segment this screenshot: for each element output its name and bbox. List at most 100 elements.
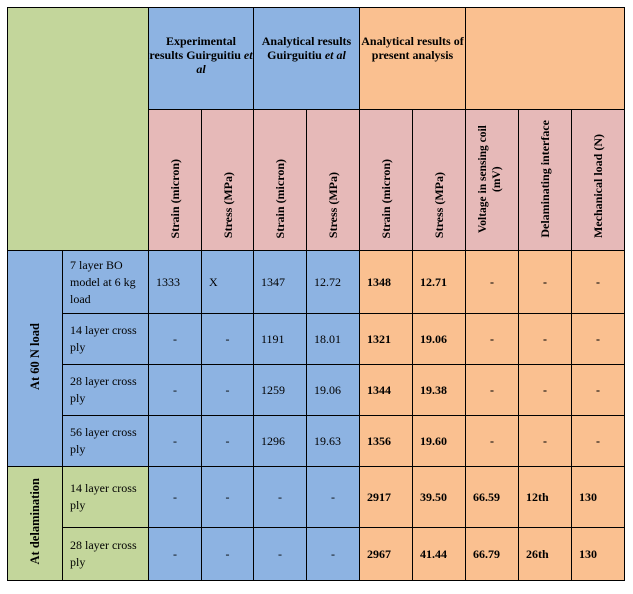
- col-voltage: Voltage in sensing coil (mV): [465, 109, 519, 251]
- cell-ana-stress: 12.72: [306, 250, 360, 314]
- col-pre-strain: Strain (micron): [359, 109, 413, 251]
- table-row: 28 layer cross ply - - - - 2967 41.44 66…: [8, 527, 625, 581]
- cell-load: -: [571, 250, 625, 314]
- cell-pre-stress: 19.60: [412, 415, 466, 467]
- cell-load: 130: [571, 466, 625, 528]
- col-ana-stress: Stress (MPa): [306, 109, 360, 251]
- cell-interface: -: [518, 415, 572, 467]
- cell-exp-stress: -: [201, 364, 254, 416]
- cell-pre-strain: 2917: [359, 466, 413, 528]
- cell-pre-stress: 41.44: [412, 527, 466, 581]
- row-label: 7 layer BO model at 6 kg load: [62, 250, 149, 314]
- col-exp-stress-label: Stress (MPa): [220, 171, 235, 238]
- cell-load: -: [571, 313, 625, 365]
- table-row: 28 layer cross ply - - 1259 19.06 1344 1…: [8, 364, 625, 416]
- cell-ana-strain: 1296: [253, 415, 307, 467]
- cell-voltage: -: [465, 250, 519, 314]
- section-at-delam-label: At delamination: [28, 478, 42, 565]
- group-header-analytical-text: Analytical results Guirguitiu: [261, 34, 352, 62]
- group-header-analytical-suffix: et al: [324, 48, 346, 62]
- cell-pre-strain: 1348: [359, 250, 413, 314]
- row-label: 28 layer cross ply: [62, 527, 149, 581]
- col-pre-strain-label: Strain (micron): [379, 158, 393, 238]
- cell-voltage: 66.59: [465, 466, 519, 528]
- col-delam-interface-label: Delaminating interface: [538, 120, 552, 238]
- cell-ana-stress: 19.06: [306, 364, 360, 416]
- row-label: 14 layer cross ply: [62, 313, 149, 365]
- results-table-container: Experimental results Guirguitiu et al An…: [7, 7, 625, 581]
- cell-voltage: -: [465, 313, 519, 365]
- group-header-analytical: Analytical results Guirguitiu et al: [253, 7, 360, 110]
- section-at-60n: At 60 N load: [7, 250, 63, 467]
- cell-ana-stress: 19.63: [306, 415, 360, 467]
- cell-ana-strain: -: [253, 527, 307, 581]
- col-mech-load: Mechanical load (N): [571, 109, 625, 251]
- cell-load: 130: [571, 527, 625, 581]
- cell-exp-strain: -: [148, 313, 202, 365]
- table-row: At delamination 14 layer cross ply - - -…: [7, 466, 625, 581]
- cell-pre-stress: 12.71: [412, 250, 466, 314]
- cell-interface: -: [518, 313, 572, 365]
- section-at-60n-label: At 60 N load: [28, 322, 42, 391]
- cell-voltage: -: [465, 364, 519, 416]
- cell-exp-stress: -: [201, 527, 254, 581]
- cell-exp-strain: -: [148, 415, 202, 467]
- cell-pre-stress: 19.38: [412, 364, 466, 416]
- section-at-delam: At delamination: [7, 466, 63, 581]
- col-mech-load-label: Mechanical load (N): [591, 134, 605, 238]
- cell-exp-strain: 1333: [148, 250, 202, 314]
- cell-pre-stress: 19.06: [412, 313, 466, 365]
- table-row: 14 layer cross ply - - 1191 18.01 1321 1…: [8, 313, 625, 365]
- cell-ana-strain: -: [253, 466, 307, 528]
- cell-pre-stress: 39.50: [412, 466, 466, 528]
- col-ana-strain: Strain (micron): [253, 109, 307, 251]
- table-row: At 60 N load 7 layer BO model at 6 kg lo…: [7, 250, 625, 467]
- cell-exp-stress: -: [201, 313, 254, 365]
- cell-ana-stress: -: [306, 527, 360, 581]
- results-table: Experimental results Guirguitiu et al An…: [7, 7, 625, 581]
- row-label: 28 layer cross ply: [62, 364, 149, 416]
- cell-ana-strain: 1347: [253, 250, 307, 314]
- cell-interface: -: [518, 364, 572, 416]
- table-row: 56 layer cross ply - - 1296 19.63 1356 1…: [8, 415, 625, 467]
- cell-interface: -: [518, 250, 572, 314]
- cell-exp-stress: X: [201, 250, 254, 314]
- cell-ana-stress: -: [306, 466, 360, 528]
- cell-interface: 26th: [518, 527, 572, 581]
- col-ana-strain-label: Strain (micron): [273, 158, 287, 238]
- corner-cell: [7, 7, 149, 251]
- col-pre-stress: Stress (MPa): [412, 109, 466, 251]
- group-header-experimental: Experimental results Guirguitiu et al: [148, 7, 254, 110]
- cell-voltage: -: [465, 415, 519, 467]
- cell-exp-stress: -: [201, 466, 254, 528]
- col-voltage-label: Voltage in sensing coil (mV): [477, 125, 503, 233]
- col-exp-strain-label: Strain (micron): [168, 158, 182, 238]
- cell-pre-strain: 2967: [359, 527, 413, 581]
- cell-load: -: [571, 364, 625, 416]
- cell-exp-stress: -: [201, 415, 254, 467]
- row-label: 56 layer cross ply: [62, 415, 149, 467]
- group-header-experimental-suffix: et al: [196, 48, 253, 76]
- col-exp-stress: Stress (MPa): [201, 109, 254, 251]
- cell-exp-strain: -: [148, 466, 202, 528]
- cell-pre-strain: 1344: [359, 364, 413, 416]
- col-pre-stress-label: Stress (MPa): [432, 171, 446, 238]
- col-ana-stress-label: Stress (MPa): [326, 171, 340, 238]
- cell-interface: 12th: [518, 466, 572, 528]
- group-header-empty: [465, 7, 625, 110]
- cell-pre-strain: 1321: [359, 313, 413, 365]
- row-label: 14 layer cross ply: [62, 466, 149, 528]
- col-exp-strain: Strain (micron): [148, 109, 202, 251]
- group-header-present: Analytical results of present analysis: [359, 7, 466, 110]
- cell-ana-stress: 18.01: [306, 313, 360, 365]
- col-delam-interface: Delaminating interface: [518, 109, 572, 251]
- cell-exp-strain: -: [148, 364, 202, 416]
- cell-pre-strain: 1356: [359, 415, 413, 467]
- cell-ana-strain: 1259: [253, 364, 307, 416]
- cell-exp-strain: -: [148, 527, 202, 581]
- cell-voltage: 66.79: [465, 527, 519, 581]
- cell-load: -: [571, 415, 625, 467]
- cell-ana-strain: 1191: [253, 313, 307, 365]
- group-header-experimental-text: Experimental results Guirguitiu: [149, 34, 241, 62]
- group-header-present-text: Analytical results of present analysis: [361, 34, 464, 62]
